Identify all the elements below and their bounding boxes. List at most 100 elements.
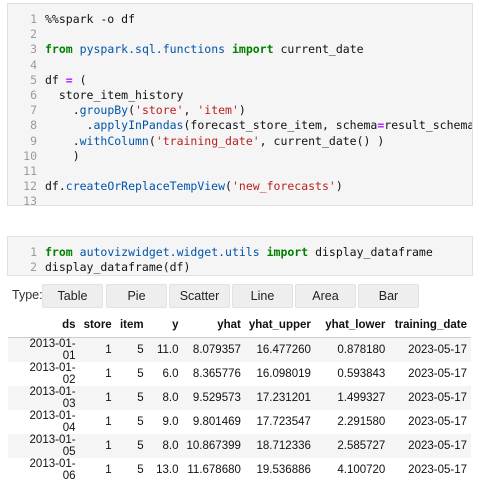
code-line: 12 df.createOrReplaceTempView('new_foreca… [8, 178, 472, 194]
column-header: yhat [182, 313, 245, 338]
line-number: 1 [30, 245, 37, 259]
code-line: 2 display_dataframe(df) [8, 259, 472, 275]
type-label: Type: [12, 288, 43, 302]
table-cell [8, 337, 16, 362]
code-text: from autovizwidget.widget.utils import d… [45, 245, 433, 259]
table-cell [8, 362, 16, 386]
table-row: 2013-01-05 1 5 8.0 10.867399 18.712336 2.58572… [8, 434, 471, 458]
table-cell: 11.678680 [182, 458, 245, 482]
code-cell-2[interactable]: 1 from autovizwidget.widget.utils import … [7, 236, 473, 276]
code-line: 5 df = ( [8, 72, 472, 88]
type-button-area[interactable]: Area [295, 284, 356, 308]
table-row: 2013-01-03 1 5 8.0 9.529573 17.231201 1.499327… [8, 386, 471, 410]
line-number: 6 [30, 88, 37, 102]
code-text: display_dataframe(df) [45, 260, 191, 275]
table-cell: 2013-01-01 [16, 337, 80, 362]
table-cell: 2.291580 [314, 410, 390, 434]
table-cell: 5 [115, 458, 148, 482]
table-cell: 6.0 [147, 362, 183, 386]
table-cell: 2023-05-17 [389, 337, 471, 362]
table-cell [8, 434, 16, 458]
code-line: 1 from autovizwidget.widget.utils import … [8, 244, 472, 260]
column-header: y [147, 313, 183, 338]
table-cell: 16.098019 [244, 362, 315, 386]
column-header: yhat_lower [314, 313, 390, 338]
code-text: %%spark -o df [45, 12, 136, 26]
table-cell: 1 [79, 337, 116, 362]
line-number: 9 [30, 133, 37, 148]
type-button-line[interactable]: Line [232, 284, 293, 308]
table-cell: 17.231201 [244, 386, 315, 410]
table-cell: 2013-01-06 [16, 458, 80, 482]
table-cell [8, 458, 16, 482]
table-cell: 2013-01-05 [16, 434, 80, 458]
code-cell-1[interactable]: 1 %%spark -o df 2 3 from pyspark.sql.functio… [7, 3, 473, 209]
code-line: 13 [8, 193, 472, 209]
table-cell: 2013-01-04 [16, 410, 80, 434]
table-cell: 5 [115, 410, 148, 434]
type-button-bar[interactable]: Bar [358, 284, 419, 308]
table-cell: 5 [115, 337, 148, 362]
code-line: 7 .groupBy('store', 'item') [8, 102, 472, 118]
line-number: 3 [30, 42, 37, 57]
table-cell: 5 [115, 386, 148, 410]
code-line: 6 store_item_history [8, 87, 472, 103]
table-cell [8, 386, 16, 410]
code-line: 10 ) [8, 148, 472, 164]
table-cell: 11.0 [147, 337, 183, 362]
line-number: 1 [30, 12, 37, 26]
line-number: 12 [23, 179, 37, 194]
table-cell: 13.0 [147, 458, 183, 482]
code-text: ) [45, 148, 80, 163]
code-line: 1 %%spark -o df [8, 11, 472, 27]
table-cell: 1 [79, 362, 116, 386]
table-cell: 5 [115, 434, 148, 458]
code-text: .applyInPandas(forecast_store_item, sche… [45, 118, 472, 133]
line-number: 8 [30, 118, 37, 133]
type-button-pie[interactable]: Pie [106, 284, 167, 308]
line-number: 10 [23, 148, 37, 163]
table-cell: 16.477260 [244, 337, 315, 362]
column-header: item [115, 313, 148, 338]
table-cell: 2013-01-03 [16, 386, 80, 410]
column-header: store [79, 313, 116, 338]
table-cell: 4.100720 [314, 458, 390, 482]
table-cell: 9.0 [147, 410, 183, 434]
table-cell: 2023-05-17 [389, 434, 471, 458]
table-cell: 2023-05-17 [389, 362, 471, 386]
table-cell: 10.867399 [182, 434, 245, 458]
line-number: 11 [23, 164, 37, 178]
table-cell: 9.529573 [182, 386, 245, 410]
line-number: 13 [23, 194, 37, 209]
code-line: 11 [8, 163, 472, 179]
column-header: training_date [389, 313, 471, 338]
table-row: 2013-01-02 1 5 6.0 8.365776 16.098019 0.593843… [8, 362, 471, 386]
table-cell: 8.079357 [182, 337, 245, 362]
table-cell: 1.499327 [314, 386, 390, 410]
type-button-scatter[interactable]: Scatter [169, 284, 230, 308]
code-line: 4 [8, 57, 472, 73]
column-header: ds [16, 313, 80, 338]
table-cell: 1 [79, 434, 116, 458]
code-text: store_item_history [45, 88, 184, 102]
type-button-table[interactable]: Table [42, 284, 103, 308]
table-cell: 8.0 [147, 434, 183, 458]
column-header [8, 313, 16, 338]
code-text: .withColumn('training_date', current_dat… [45, 133, 385, 148]
code-text: df = ( [45, 72, 87, 87]
table-cell: 8.365776 [182, 362, 245, 386]
table-cell: 2013-01-02 [16, 362, 80, 386]
table-cell: 2.585727 [314, 434, 390, 458]
table-cell: 5 [115, 362, 148, 386]
line-number: 2 [30, 260, 37, 275]
code-line: 2 [8, 26, 472, 42]
line-number: 5 [30, 72, 37, 87]
table-cell: 17.723547 [244, 410, 315, 434]
table-cell [8, 410, 16, 434]
code-text: .groupBy('store', 'item') [45, 103, 246, 118]
code-text: from pyspark.sql.functions import curren… [45, 42, 364, 57]
dataframe-table: ds store item y yhat yhat_upper yhat_lower trai… [8, 313, 471, 482]
table-cell: 1 [79, 386, 116, 410]
table-cell: 0.593843 [314, 362, 390, 386]
table-cell: 0.878180 [314, 337, 390, 362]
